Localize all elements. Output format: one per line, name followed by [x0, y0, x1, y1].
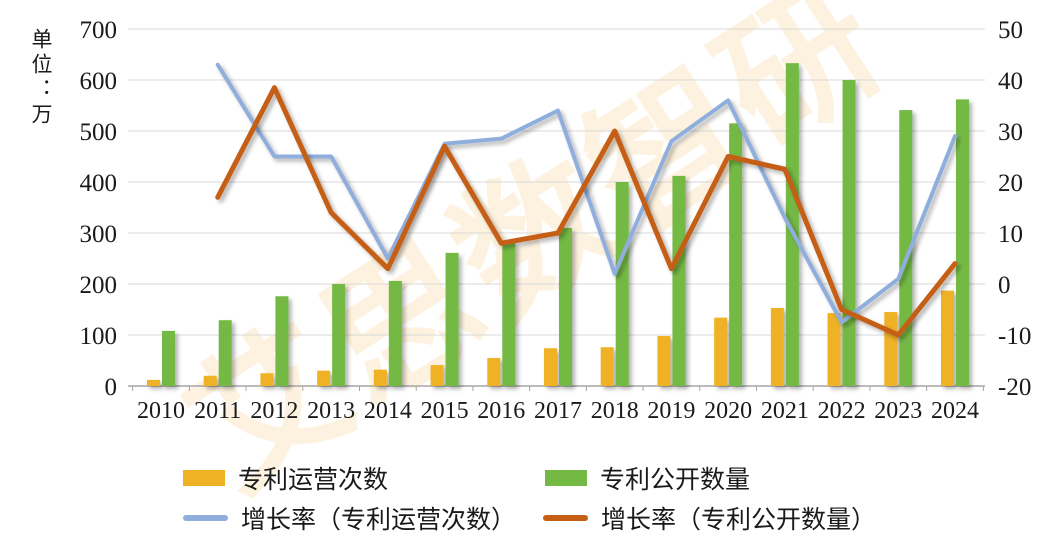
bar: [487, 357, 501, 386]
bar: [785, 63, 799, 387]
legend-item-growth-publications: 增长率（专利公开数量）: [543, 500, 876, 536]
y-axis-left-labels: 0 100 200 300 400 500 600 700: [80, 17, 118, 401]
bar: [445, 252, 459, 386]
y-right-tick-label: 50: [998, 17, 1023, 44]
legend-swatch-patent-publications: [545, 470, 587, 486]
y-left-tick-label: 200: [80, 272, 118, 299]
bar: [388, 280, 402, 386]
legend-item-patent-publications: 专利公开数量: [545, 460, 750, 496]
y-right-tick-label: 20: [998, 170, 1023, 197]
bar: [884, 312, 898, 386]
gridlines: [128, 28, 985, 387]
y-right-tick-label: -20: [998, 374, 1031, 401]
legend-item-growth-operations: 增长率（专利运营次数）: [183, 500, 516, 536]
x-tick-label: 2019: [647, 398, 695, 424]
bar: [600, 347, 614, 386]
bar: [657, 336, 671, 386]
legend-label-patent-operations: 专利运营次数: [238, 465, 389, 494]
bar: [899, 110, 913, 386]
x-tick-label: 2013: [307, 398, 355, 424]
y-axis-title: 单位：万: [29, 28, 53, 128]
y-right-tick-label: -10: [998, 323, 1031, 350]
bar: [203, 375, 217, 386]
x-tick-label: 2012: [250, 398, 298, 424]
y-right-tick-label: 40: [998, 68, 1023, 95]
x-tick-label: 2017: [534, 398, 582, 424]
x-tick-label: 2016: [477, 398, 525, 424]
bar: [430, 365, 444, 386]
line-growth-operations: [215, 62, 957, 325]
bar: [729, 123, 743, 386]
x-tick-label: 2020: [704, 398, 752, 424]
y-right-tick-label: 0: [998, 272, 1011, 299]
legend-label-growth-operations: 增长率（专利运营次数）: [241, 505, 517, 534]
y-right-tick-label: 10: [998, 221, 1023, 248]
x-axis-ticks: [132, 386, 984, 391]
x-tick-label: 2018: [591, 398, 639, 424]
legend-swatch-patent-operations: [183, 470, 225, 486]
y-right-tick-label: 30: [998, 119, 1023, 146]
bar: [615, 182, 629, 386]
x-tick-label: 2014: [364, 398, 412, 424]
x-tick-label: 2021: [761, 398, 809, 424]
bar: [162, 330, 175, 386]
bar: [827, 313, 841, 386]
bar: [956, 99, 969, 386]
bar: [502, 242, 516, 386]
x-tick-label: 2022: [818, 398, 866, 424]
bar: [218, 320, 232, 386]
y-left-tick-label: 400: [80, 170, 118, 197]
y-left-tick-label: 600: [80, 68, 118, 95]
bar: [317, 370, 331, 386]
legend-label-growth-publications: 增长率（专利公开数量）: [601, 505, 877, 534]
bar: [544, 348, 557, 386]
x-tick-label: 2015: [421, 398, 469, 424]
y-left-tick-label: 500: [80, 119, 118, 146]
bars-patent-publications: [162, 63, 969, 387]
bar: [260, 373, 274, 386]
y-left-tick-label: 300: [80, 221, 118, 248]
legend-swatch-growth-publications: [543, 515, 588, 521]
bar: [559, 227, 572, 386]
chart-plot-area: 0 100 200 300 400 500 600 700 -20 -10 0 10 20 30 40 50 2…: [80, 17, 1032, 424]
bar: [672, 175, 686, 386]
bar: [714, 317, 728, 386]
x-axis-labels: 2010 2011 2012 2013 2014 2015 2016 2017 2018 2019…: [137, 398, 979, 424]
bar: [373, 369, 387, 386]
x-tick-label: 2010: [137, 398, 185, 424]
x-tick-label: 2023: [874, 398, 922, 424]
legend-item-patent-operations: 专利运营次数: [183, 460, 388, 496]
y-left-tick-label: 100: [80, 323, 118, 350]
bar: [147, 379, 160, 386]
bar: [770, 307, 784, 386]
bar: [941, 290, 954, 386]
legend-label-patent-publications: 专利公开数量: [600, 465, 751, 494]
legend-swatch-growth-operations: [183, 515, 228, 521]
bar: [275, 296, 289, 386]
y-left-tick-label: 700: [80, 17, 118, 44]
bar: [842, 80, 856, 386]
patent-combo-chart: 0 100 200 300 400 500 600 700 -20 -10 0 10 20 30 40 50 2…: [80, 17, 1032, 424]
x-tick-label: 2024: [931, 398, 979, 424]
x-tick-label: 2011: [194, 398, 241, 424]
line-growth-publications: [215, 85, 958, 338]
y-left-tick-label: 0: [105, 374, 118, 401]
bar: [332, 284, 346, 386]
y-axis-right-labels: -20 -10 0 10 20 30 40 50: [998, 17, 1031, 401]
